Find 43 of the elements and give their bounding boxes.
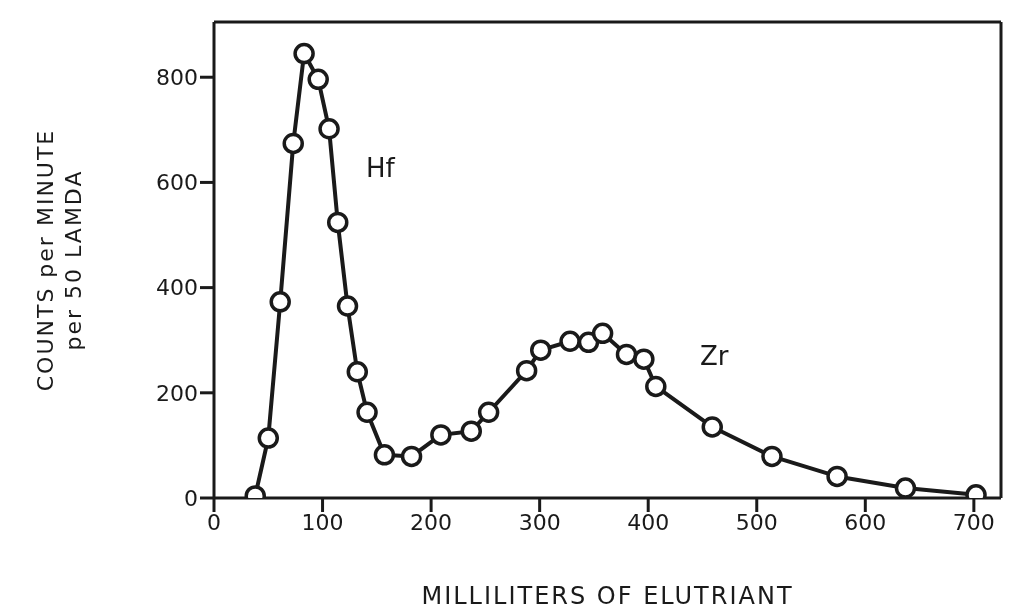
y-tick-label: 0 [184,485,198,511]
point [477,401,500,424]
point [633,348,655,370]
point [826,465,848,488]
x-tick-label: 400 [627,509,670,535]
point [327,211,349,234]
x-tick-label: 200 [410,509,453,535]
point [701,416,723,438]
point [615,343,638,366]
y-tick-label: 200 [156,380,198,406]
point [356,401,378,424]
point [269,291,291,313]
point [257,427,280,449]
x-tick-label: 300 [518,509,561,535]
point [515,359,538,382]
point [307,68,329,91]
point [894,477,917,498]
x-tick-label: 700 [952,509,995,535]
x-axis-title: MILLILITERS OF ELUTRIANT [421,582,794,610]
point [282,132,304,155]
x-tick-label: 0 [207,509,221,535]
point [460,420,483,442]
point [293,42,315,65]
point [430,424,452,446]
point [559,330,581,353]
point [346,361,369,383]
annotation: Hf [366,153,395,183]
point [318,118,340,140]
y-axis-title: COUNTS per MINUTE per 50 LAMDA [33,128,86,392]
point [373,444,396,466]
annotation: Zr [700,341,729,371]
point [400,445,423,468]
point [761,445,783,468]
y-tick-label: 400 [156,275,198,301]
x-tick-label: 600 [844,509,887,535]
point [336,295,359,317]
y-tick-label: 600 [156,170,198,196]
point [645,375,667,398]
point [591,322,614,345]
y-tick-label: 800 [156,65,198,91]
x-tick-label: 100 [301,509,344,535]
x-tick-label: 500 [735,509,778,535]
point [529,339,552,361]
